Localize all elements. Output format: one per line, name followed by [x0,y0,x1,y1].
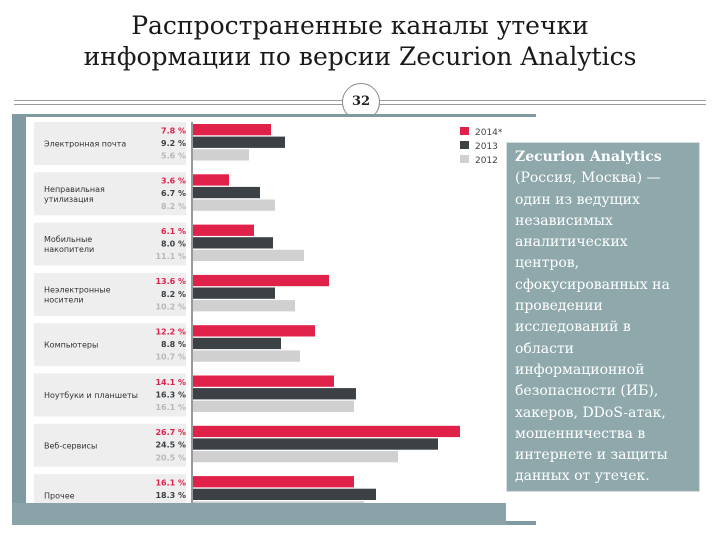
bar [193,337,281,350]
bar [193,438,438,450]
category-label: Неправильная [44,185,105,194]
category-label: Электронная почта [44,140,126,149]
bar [193,375,334,387]
category-background [34,323,186,367]
value-label: 12.2 % [155,328,186,337]
category-background [34,222,186,266]
value-label: 14.1 % [155,378,186,387]
legend-label: 2012 [475,156,498,166]
value-label: 20.5 % [155,453,186,462]
value-label: 8.2 % [161,290,186,299]
bar [193,325,315,337]
category-label: носители [44,295,84,304]
category-label: накопители [44,245,94,254]
bar [193,350,300,362]
legend-label: 2013 [475,142,498,152]
value-label: 26.7 % [155,428,186,437]
value-label: 3.6 % [161,177,186,186]
bar [193,199,275,211]
bar [193,476,354,488]
bar [193,224,254,236]
category-background [34,373,186,417]
value-label: 16.1 % [155,403,186,412]
category-background [34,272,186,316]
value-label: 10.7 % [155,353,186,362]
category-label: Ноутбуки и планшеты [44,391,138,400]
bar [193,124,271,136]
note-text: (Россия, Москва) — один из ведущих незав… [515,170,670,485]
slide-title-line-2: информации по версии Zecurion Analytics [83,42,637,71]
category-label: Компьютеры [44,341,98,350]
category-label: утилизация [44,195,94,204]
value-label: 11.1 % [155,252,186,261]
chart-panel: Электронная почта Неправильная утилизация М… [26,117,536,521]
bar [193,425,460,438]
legend-swatch [460,155,469,163]
category-background [34,122,186,165]
category-label: Неэлектронные [44,285,111,294]
value-label: 8.8 % [161,340,186,349]
bar [193,274,329,287]
note-heading: Zecurion Analytics [515,149,662,165]
bar [193,388,356,400]
legend-swatch [460,127,469,135]
category-label: Мобильные [44,235,92,244]
value-label: 6.7 % [161,189,186,198]
category-background [34,172,186,216]
value-label: 10.2 % [155,302,186,311]
value-label: 24.5 % [155,441,186,450]
bar [193,249,304,262]
bar [193,174,229,186]
bar [193,149,249,161]
slide-title-line-1: Распространенные каналы утечки [131,11,589,40]
category-label: Прочее [44,492,75,501]
legend-swatch [460,141,469,149]
value-label: 6.1 % [161,227,186,236]
category-label: Веб-сервисы [44,441,97,450]
bar [193,136,285,148]
slide-title: Распространенные каналы утечки информаци… [0,10,720,72]
value-label: 5.6 % [161,152,186,161]
bar [193,488,376,500]
value-label: 16.1 % [155,478,186,487]
value-label: 8.0 % [161,240,186,249]
value-label: 7.8 % [161,126,186,135]
bar [193,237,273,249]
bar [193,287,275,299]
value-label: 16.3 % [155,390,186,399]
bar [193,451,398,463]
info-note: Zecurion Analytics (Россия, Москва) — од… [506,142,700,492]
value-label: 8.2 % [161,202,186,211]
bottom-bar [12,503,506,525]
bar [193,400,354,412]
value-label: 9.2 % [161,139,186,148]
legend-label: 2014* [475,128,503,138]
category-background [34,423,186,467]
bar [193,186,260,199]
value-label: 18.3 % [155,491,186,500]
bar [193,300,295,312]
value-label: 13.6 % [155,277,186,286]
